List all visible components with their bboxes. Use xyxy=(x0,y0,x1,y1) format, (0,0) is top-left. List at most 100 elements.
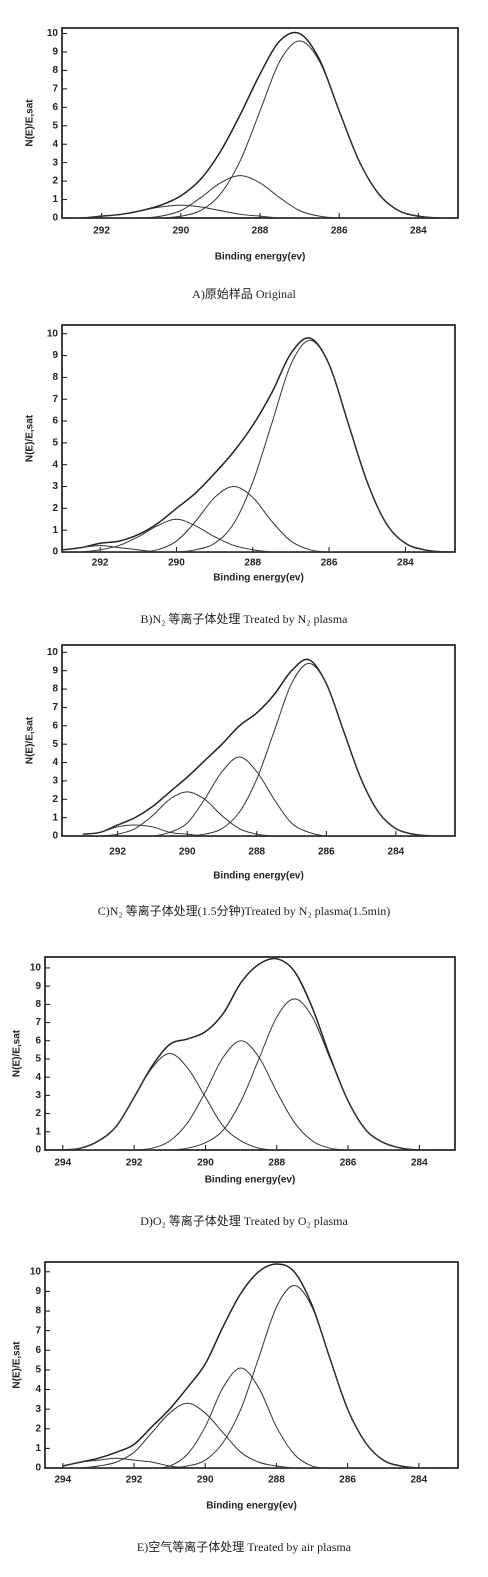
spectrum-curve xyxy=(62,1052,455,1150)
y-tick-label: 4 xyxy=(35,1384,41,1395)
plot-area xyxy=(62,957,455,1150)
plot-frame xyxy=(61,324,456,553)
y-tick-label: 2 xyxy=(35,1423,41,1434)
x-tick-label: 294 xyxy=(54,1475,71,1486)
plot-frame xyxy=(61,644,456,837)
y-tick-label: 10 xyxy=(30,963,42,974)
spectrum-curve xyxy=(62,518,444,552)
y-tick-label: 8 xyxy=(35,1306,41,1317)
y-tick-label: 6 xyxy=(52,102,58,113)
x-tick-label: 288 xyxy=(268,1158,285,1169)
x-tick-label: 286 xyxy=(339,1475,356,1486)
y-axis-title: N(E)/E,sat xyxy=(12,1029,23,1077)
y-tick-label: 0 xyxy=(52,213,58,224)
caption: A)原始样品 Original xyxy=(192,286,296,301)
y-tick-label: 8 xyxy=(52,684,58,695)
spectrum-curve xyxy=(62,1040,455,1150)
y-tick-label: 5 xyxy=(52,120,58,131)
spectrum-curve xyxy=(62,204,458,218)
y-tick-label: 7 xyxy=(35,1017,41,1028)
x-tick-label: 292 xyxy=(109,847,126,858)
y-tick-label: 4 xyxy=(52,139,58,150)
y-tick-label: 3 xyxy=(52,776,58,787)
y-tick-label: 5 xyxy=(52,438,58,449)
x-tick-label: 290 xyxy=(197,1475,214,1486)
x-tick-label: 290 xyxy=(168,558,185,569)
y-tick-label: 5 xyxy=(35,1365,41,1376)
y-tick-label: 7 xyxy=(35,1325,41,1336)
spectrum-curve xyxy=(62,1367,455,1468)
y-tick-label: 7 xyxy=(52,394,58,405)
plot-frame xyxy=(44,956,456,1151)
y-tick-label: 3 xyxy=(35,1090,41,1101)
x-tick-label: 286 xyxy=(321,558,338,569)
x-tick-label: 290 xyxy=(172,226,189,237)
y-tick-label: 2 xyxy=(52,176,58,187)
spectrum-curve xyxy=(62,40,458,218)
x-tick-label: 290 xyxy=(179,847,196,858)
y-tick-label: 9 xyxy=(35,1286,41,1297)
x-tick-label: 284 xyxy=(388,847,405,858)
spectrum-curve xyxy=(62,1263,455,1468)
plot-area xyxy=(82,658,431,836)
x-tick-label: 288 xyxy=(248,847,265,858)
y-tick-label: 10 xyxy=(47,647,59,658)
plot-area xyxy=(62,337,444,552)
y-tick-label: 3 xyxy=(35,1404,41,1415)
y-tick-label: 4 xyxy=(52,757,58,768)
spectrum-curve xyxy=(62,957,455,1150)
y-tick-label: 3 xyxy=(52,481,58,492)
y-tick-label: 8 xyxy=(52,372,58,383)
spectrum-curve xyxy=(82,756,431,836)
y-tick-label: 6 xyxy=(35,1345,41,1356)
y-tick-label: 4 xyxy=(52,459,58,470)
x-tick-label: 284 xyxy=(410,226,427,237)
y-tick-label: 7 xyxy=(52,702,58,713)
x-tick-label: 286 xyxy=(318,847,335,858)
spectrum-curve xyxy=(62,998,455,1150)
y-tick-label: 1 xyxy=(35,1443,41,1454)
y-tick-label: 10 xyxy=(47,328,59,339)
y-tick-label: 5 xyxy=(52,739,58,750)
y-tick-label: 2 xyxy=(35,1108,41,1119)
spectrum-curve xyxy=(62,486,444,552)
x-tick-label: 284 xyxy=(397,558,414,569)
plot-frame xyxy=(44,1261,459,1469)
x-tick-label: 288 xyxy=(252,226,269,237)
caption: B)N₂ 等离子体处理 Treated by N₂ plasma xyxy=(141,611,349,626)
y-axis-title: N(E)/E,sat xyxy=(12,1341,23,1389)
x-tick-label: 292 xyxy=(126,1158,143,1169)
x-tick-label: 292 xyxy=(93,226,110,237)
y-tick-label: 2 xyxy=(52,503,58,514)
x-axis-title: Binding energy(ev) xyxy=(206,1501,297,1512)
spectrum-curve xyxy=(62,337,444,552)
y-tick-label: 8 xyxy=(52,65,58,76)
spectrum-curve xyxy=(82,824,431,836)
spectrum-curve xyxy=(62,31,458,218)
spectrum-curve xyxy=(62,1457,455,1468)
x-tick-label: 288 xyxy=(244,558,261,569)
x-tick-label: 284 xyxy=(410,1475,427,1486)
x-tick-label: 286 xyxy=(331,226,348,237)
y-tick-label: 1 xyxy=(35,1126,41,1137)
y-tick-label: 6 xyxy=(52,416,58,427)
y-tick-label: 1 xyxy=(52,525,58,536)
y-tick-label: 1 xyxy=(52,194,58,205)
spectrum-curve xyxy=(82,658,431,836)
spectrum-curve xyxy=(62,544,444,552)
plot-frame xyxy=(61,27,459,219)
plot-area xyxy=(62,1263,455,1468)
y-tick-label: 0 xyxy=(35,1145,41,1156)
caption: C)N₂ 等离子体处理(1.5分钟)Treated by N₂ plasma(1… xyxy=(98,903,391,918)
x-axis-title: Binding energy(ev) xyxy=(205,1175,296,1186)
y-tick-label: 3 xyxy=(52,157,58,168)
caption: E)空气等离子体处理 Treated by air plasma xyxy=(137,1539,352,1554)
x-axis-title: Binding energy(ev) xyxy=(215,252,306,263)
y-tick-label: 0 xyxy=(52,547,58,558)
x-axis-title: Binding energy(ev) xyxy=(213,871,304,882)
y-tick-label: 4 xyxy=(35,1072,41,1083)
y-axis-title: N(E)/E,sat xyxy=(25,414,36,462)
x-tick-label: 284 xyxy=(411,1158,428,1169)
plot-area xyxy=(62,31,458,218)
